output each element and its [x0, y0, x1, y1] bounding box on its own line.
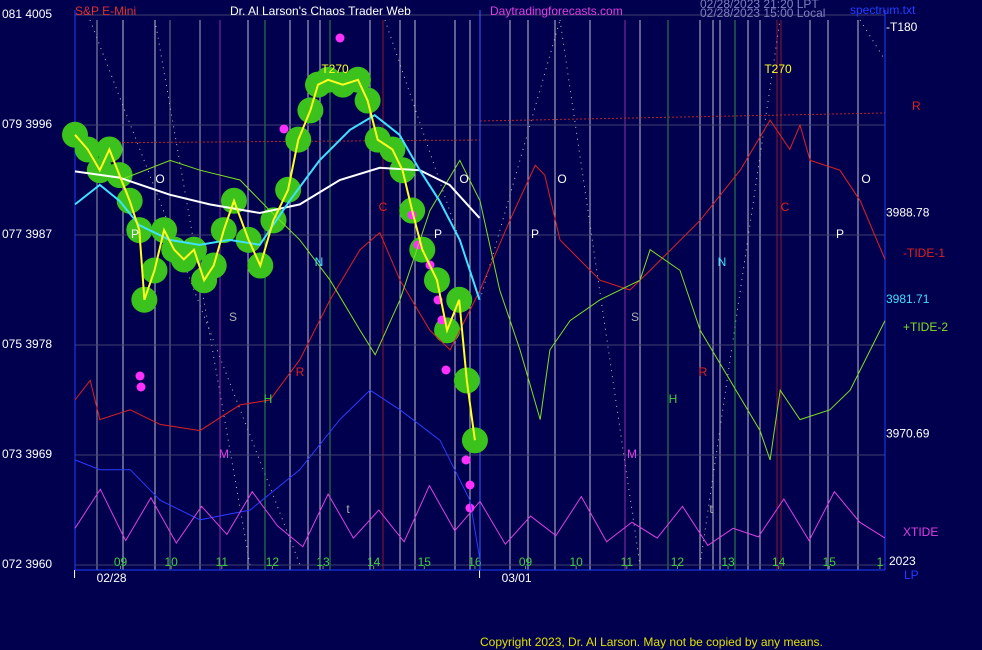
y-tick-label: 073 3969 [2, 447, 52, 461]
cycle-annotation: N [315, 255, 324, 269]
cycle-annotation: H [264, 392, 273, 406]
y-tick-label: 081 4005 [2, 7, 52, 21]
signal-dot [335, 33, 345, 43]
level-line [74, 139, 481, 144]
signal-dot [135, 371, 145, 381]
cycle-annotation: P [434, 227, 442, 241]
cycle-annotation: H [669, 392, 678, 406]
signal-dot [465, 503, 475, 513]
cycle-annotation: O [861, 172, 870, 186]
series-label: +TIDE-2 [903, 320, 948, 334]
site-name: Daytradingforecasts.com [490, 4, 623, 18]
x-tick-label: 10 [570, 555, 584, 569]
dotted-diagonal [559, 19, 641, 566]
x-tick-label: 12 [671, 555, 685, 569]
cycle-annotation: T270 [764, 62, 792, 76]
cycle-annotation: M [219, 447, 229, 461]
cycle-annotation: T270 [321, 62, 349, 76]
x-tick-label: 12 [266, 555, 280, 569]
x-tick-label: 1 [877, 555, 884, 569]
symbol: S&P E-Mini [75, 4, 136, 18]
series-label: -TIDE-1 [903, 246, 945, 260]
dotted-diagonal [89, 19, 301, 566]
cycle-annotation: O [155, 172, 164, 186]
x-tick-label: 09 [519, 555, 533, 569]
cycle-annotation: C [781, 200, 790, 214]
series-line [74, 389, 481, 561]
dotted-diagonal [479, 19, 561, 301]
signal-dot [461, 455, 471, 465]
signal-dot [441, 365, 451, 375]
x-tick-label: 13 [721, 555, 735, 569]
cycle-annotation: R [699, 365, 708, 379]
x-tick-label: 10 [165, 555, 179, 569]
cycle-annotation: P [131, 227, 139, 241]
timestamp: 02/28/2023 15:00 Local [700, 6, 825, 20]
y-tick-label: 072 3960 [2, 557, 52, 571]
series-line [74, 78, 476, 441]
dotted-diagonal [859, 19, 886, 61]
series-line [74, 484, 886, 548]
cycle-annotation: t [709, 502, 713, 516]
y-tick-label: 079 3996 [2, 117, 52, 131]
x-tick-label: 16 [468, 555, 482, 569]
top-right-label: -T180 [886, 20, 918, 34]
signal-dot [465, 480, 475, 490]
cycle-annotation: P [836, 227, 844, 241]
right-label: R [912, 99, 921, 113]
series-label: XTIDE [903, 525, 938, 539]
series-line [74, 119, 886, 432]
x-tick-label: 11 [216, 555, 229, 569]
y-tick-label: 077 3987 [2, 227, 52, 241]
cycle-annotation: t [346, 502, 350, 516]
cycle-annotation: M [627, 447, 637, 461]
cycle-annotation: R [296, 365, 305, 379]
series-line [74, 166, 481, 219]
x-tick-label: 13 [316, 555, 330, 569]
signal-dot [136, 382, 146, 392]
level-line [479, 112, 886, 122]
x-tick-label: 14 [367, 555, 381, 569]
price-label: 3970.69 [886, 427, 930, 441]
price-label: 3988.78 [886, 205, 930, 219]
timezone-label: LP [904, 568, 919, 582]
price-blob [461, 427, 488, 454]
year-label: 2023 [889, 554, 916, 568]
dotted-diagonal [699, 19, 781, 566]
date-label: 03/01 [502, 571, 532, 585]
cycle-annotation: O [459, 172, 468, 186]
price-label: 3981.71 [886, 292, 930, 306]
date-label: 02/28 [97, 571, 127, 585]
x-tick-label: 09 [114, 555, 128, 569]
cycle-annotation: C [379, 200, 388, 214]
timestamp: 02/28/2023 21:20 LPT [700, 0, 819, 11]
x-tick-label: 15 [418, 555, 432, 569]
x-tick-label: 14 [772, 555, 786, 569]
x-tick-label: 15 [823, 555, 837, 569]
cycle-annotation: S [229, 310, 237, 324]
series-line [74, 113, 481, 301]
x-tick-label: 11 [621, 555, 634, 569]
cycle-annotation: P [531, 227, 539, 241]
series-line [119, 159, 886, 461]
copyright: Copyright 2023, Dr. Al Larson. May not b… [480, 635, 823, 649]
file-name: spectrum.txt [850, 3, 916, 17]
signal-dot [279, 124, 289, 134]
cycle-annotation: S [631, 310, 639, 324]
cycle-annotation: O [557, 172, 566, 186]
cycle-annotation: N [718, 255, 727, 269]
chart-title: Dr. Al Larson's Chaos Trader Web [230, 4, 411, 18]
y-tick-label: 075 3978 [2, 337, 52, 351]
